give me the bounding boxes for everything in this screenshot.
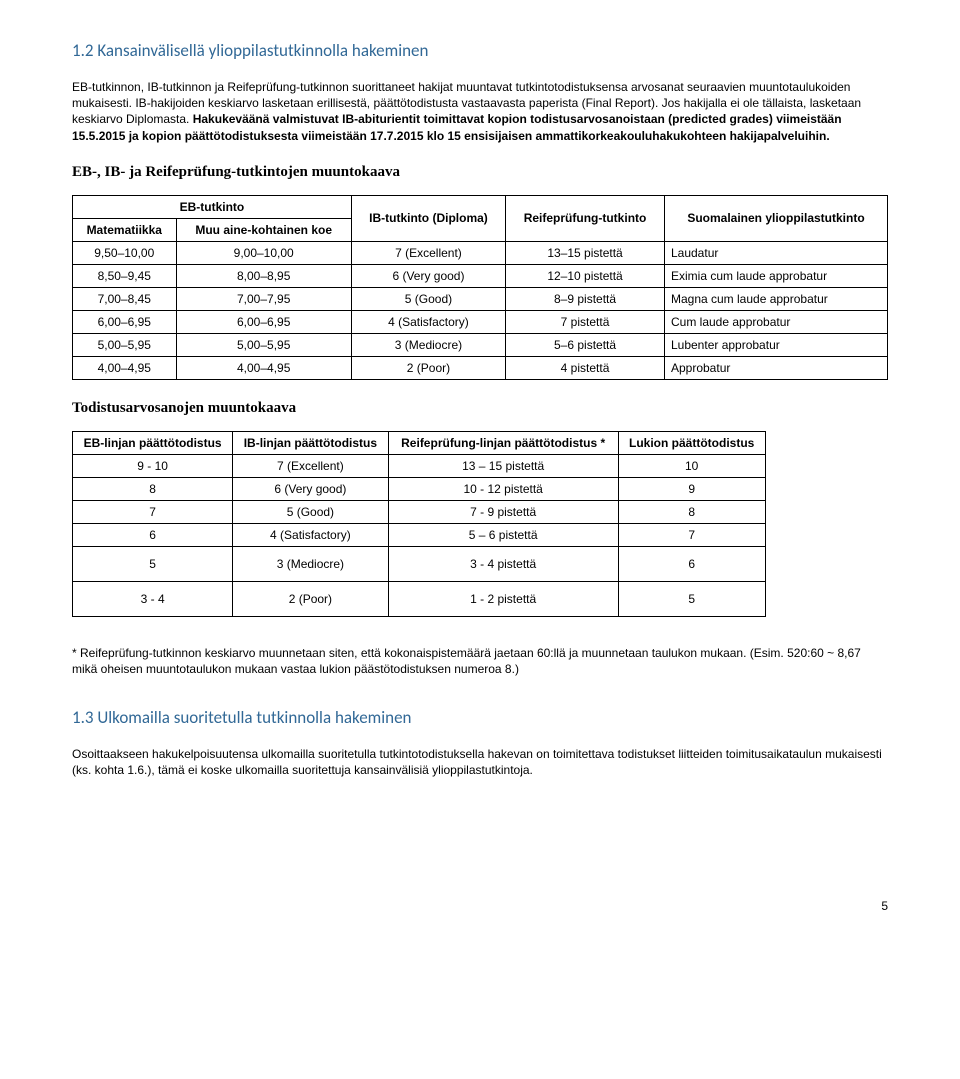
cell: 10 - 12 pistettä xyxy=(388,477,618,500)
section-1-3-paragraph: Osoittaakseen hakukelpoisuutensa ulkomai… xyxy=(72,746,888,778)
cell: 4 pistettä xyxy=(506,356,665,379)
cell: 4,00–4,95 xyxy=(73,356,177,379)
cell: 7 (Excellent) xyxy=(351,241,505,264)
cell: 5,00–5,95 xyxy=(73,333,177,356)
table-row: 4,00–4,95 4,00–4,95 2 (Poor) 4 pistettä … xyxy=(73,356,888,379)
table-row: 9 - 10 7 (Excellent) 13 – 15 pistettä 10 xyxy=(73,454,766,477)
t1-h-muu: Muu aine-kohtainen koe xyxy=(176,218,351,241)
cell: 10 xyxy=(618,454,765,477)
cell: 4 (Satisfactory) xyxy=(351,310,505,333)
cell: 6 (Very good) xyxy=(351,264,505,287)
cell: Cum laude approbatur xyxy=(664,310,887,333)
table1-caption: EB-, IB- ja Reifeprüfung-tutkintojen muu… xyxy=(72,164,888,181)
t2-h1: IB-linjan päättötodistus xyxy=(233,431,388,454)
cell: 9,00–10,00 xyxy=(176,241,351,264)
table-row: 8 6 (Very good) 10 - 12 pistettä 9 xyxy=(73,477,766,500)
cell: 9,50–10,00 xyxy=(73,241,177,264)
cell: 3 - 4 pistettä xyxy=(388,546,618,581)
cell: 7 xyxy=(618,523,765,546)
table-row: 5 3 (Mediocre) 3 - 4 pistettä 6 xyxy=(73,546,766,581)
table-row: 7,00–8,45 7,00–7,95 5 (Good) 8–9 pistett… xyxy=(73,287,888,310)
cell: 8,00–8,95 xyxy=(176,264,351,287)
cell: 7 (Excellent) xyxy=(233,454,388,477)
cell: 8–9 pistettä xyxy=(506,287,665,310)
cell: 5 xyxy=(73,546,233,581)
cell: 9 - 10 xyxy=(73,454,233,477)
cell: 2 (Poor) xyxy=(351,356,505,379)
cell: 7 pistettä xyxy=(506,310,665,333)
cell: 5 (Good) xyxy=(233,500,388,523)
t1-h-reife: Reifeprüfung-tutkinto xyxy=(506,195,665,241)
table-row: 6,00–6,95 6,00–6,95 4 (Satisfactory) 7 p… xyxy=(73,310,888,333)
table-row: 6 4 (Satisfactory) 5 – 6 pistettä 7 xyxy=(73,523,766,546)
cell: 7 xyxy=(73,500,233,523)
cell: 6 xyxy=(618,546,765,581)
t1-h-mat: Matematiikka xyxy=(73,218,177,241)
cell: 13 – 15 pistettä xyxy=(388,454,618,477)
cell: Magna cum laude approbatur xyxy=(664,287,887,310)
cell: Eximia cum laude approbatur xyxy=(664,264,887,287)
cell: 8,50–9,45 xyxy=(73,264,177,287)
cell: 6 xyxy=(73,523,233,546)
footnote: * Reifeprüfung-tutkinnon keskiarvo muunn… xyxy=(72,645,888,677)
cell: 6,00–6,95 xyxy=(73,310,177,333)
cell: 3 (Mediocre) xyxy=(351,333,505,356)
conversion-table-2: EB-linjan päättötodistus IB-linjan päätt… xyxy=(72,431,766,617)
t1-h-ib: IB-tutkinto (Diploma) xyxy=(351,195,505,241)
t2-h0: EB-linjan päättötodistus xyxy=(73,431,233,454)
table-row: 8,50–9,45 8,00–8,95 6 (Very good) 12–10 … xyxy=(73,264,888,287)
table-row: 3 - 4 2 (Poor) 1 - 2 pistettä 5 xyxy=(73,581,766,616)
cell: 13–15 pistettä xyxy=(506,241,665,264)
cell: 5,00–5,95 xyxy=(176,333,351,356)
table-row: 9,50–10,00 9,00–10,00 7 (Excellent) 13–1… xyxy=(73,241,888,264)
cell: 5 – 6 pistettä xyxy=(388,523,618,546)
cell: 3 (Mediocre) xyxy=(233,546,388,581)
cell: 6,00–6,95 xyxy=(176,310,351,333)
t1-h-eb: EB-tutkinto xyxy=(73,195,352,218)
cell: 6 (Very good) xyxy=(233,477,388,500)
cell: Laudatur xyxy=(664,241,887,264)
page-number: 5 xyxy=(72,899,888,913)
cell: 2 (Poor) xyxy=(233,581,388,616)
section-1-2-title: 1.2 Kansainvälisellä ylioppilastutkinnol… xyxy=(72,40,888,61)
cell: 7,00–7,95 xyxy=(176,287,351,310)
cell: 8 xyxy=(618,500,765,523)
cell: 4 (Satisfactory) xyxy=(233,523,388,546)
cell: 5–6 pistettä xyxy=(506,333,665,356)
cell: Lubenter approbatur xyxy=(664,333,887,356)
cell: Approbatur xyxy=(664,356,887,379)
table2-caption: Todistusarvosanojen muuntokaava xyxy=(72,400,888,417)
cell: 9 xyxy=(618,477,765,500)
cell: 7,00–8,45 xyxy=(73,287,177,310)
cell: 5 xyxy=(618,581,765,616)
t2-h3: Lukion päättötodistus xyxy=(618,431,765,454)
table-row: 7 5 (Good) 7 - 9 pistettä 8 xyxy=(73,500,766,523)
table-row: 5,00–5,95 5,00–5,95 3 (Mediocre) 5–6 pis… xyxy=(73,333,888,356)
cell: 4,00–4,95 xyxy=(176,356,351,379)
cell: 5 (Good) xyxy=(351,287,505,310)
cell: 1 - 2 pistettä xyxy=(388,581,618,616)
t2-h2: Reifeprüfung-linjan päättötodistus * xyxy=(388,431,618,454)
cell: 7 - 9 pistettä xyxy=(388,500,618,523)
section-1-3-title: 1.3 Ulkomailla suoritetulla tutkinnolla … xyxy=(72,707,888,728)
cell: 3 - 4 xyxy=(73,581,233,616)
t1-h-suom: Suomalainen ylioppilastutkinto xyxy=(664,195,887,241)
section-1-2-paragraph: EB-tutkinnon, IB-tutkinnon ja Reifeprüfu… xyxy=(72,79,888,144)
cell: 8 xyxy=(73,477,233,500)
conversion-table-1: EB-tutkinto IB-tutkinto (Diploma) Reifep… xyxy=(72,195,888,380)
cell: 12–10 pistettä xyxy=(506,264,665,287)
